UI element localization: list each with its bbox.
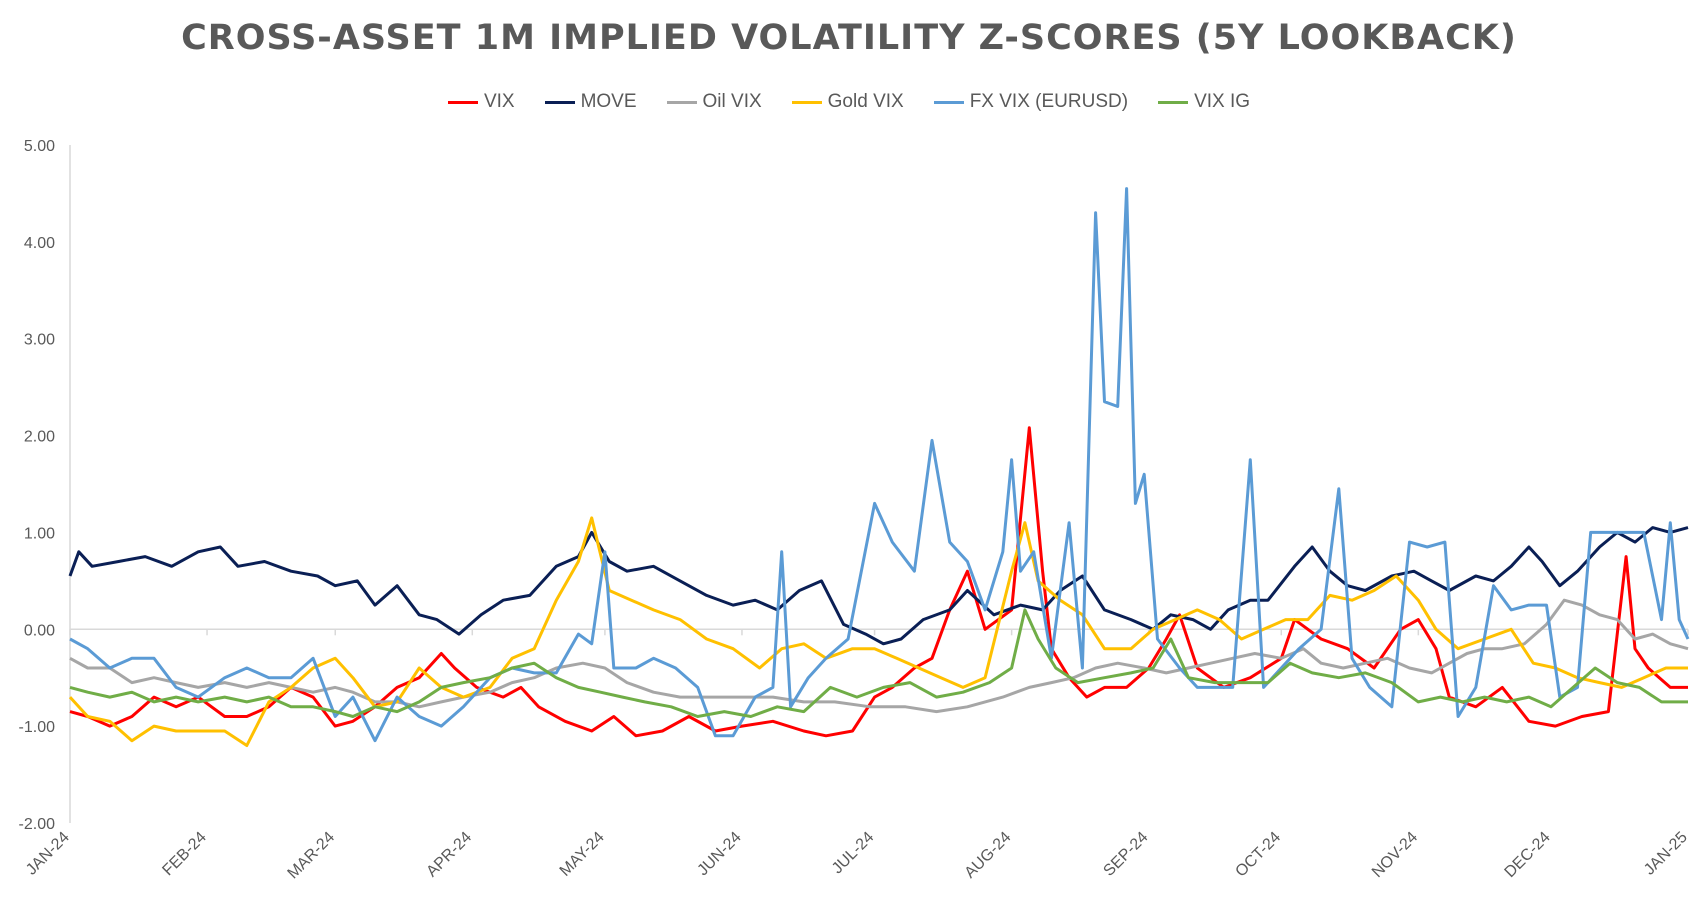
y-tick-label: 2.00 — [24, 429, 55, 446]
series-line-move — [68, 526, 1689, 646]
legend-label: VIX — [483, 91, 515, 112]
legend-swatch — [791, 100, 822, 104]
legend-item: Gold VIX — [791, 91, 904, 113]
legend-label: VIX IG — [1194, 91, 1251, 112]
y-tick-label: -1.00 — [19, 719, 56, 736]
legend-swatch — [933, 100, 964, 104]
x-tick-label: OCT-24 — [1232, 829, 1284, 881]
x-tick-label: APR-24 — [423, 829, 475, 881]
x-tick-label: AUG-24 — [962, 829, 1015, 882]
y-tick-label: 3.00 — [24, 332, 55, 349]
legend-swatch — [1158, 100, 1189, 104]
legend-label: MOVE — [580, 91, 637, 112]
x-tick-label: JUN-24 — [694, 829, 744, 879]
x-tick-label: JAN-24 — [23, 829, 73, 879]
series-line-gold-vix — [68, 516, 1688, 747]
series-line-vix-ig — [69, 608, 1688, 718]
series-line-vix — [69, 426, 1688, 738]
legend-item: FX VIX (EURUSD) — [933, 91, 1129, 113]
legend-item: VIX — [447, 91, 515, 113]
x-tick-label: JUL-24 — [829, 829, 878, 878]
x-tick-label: DEC-24 — [1502, 829, 1554, 881]
legend-item: VIX IG — [1158, 91, 1250, 113]
y-tick-label: 4.00 — [24, 235, 55, 252]
legend-label: Oil VIX — [702, 91, 762, 112]
y-tick-label: -2.00 — [19, 816, 56, 833]
x-tick-label: MAR-24 — [285, 829, 339, 883]
x-tick-label: FEB-24 — [159, 829, 209, 879]
legend-swatch — [544, 100, 575, 104]
series-layer — [68, 187, 1690, 747]
series-line-fx-vix-eurusd — [69, 187, 1690, 743]
y-tick-label: 0.00 — [24, 622, 55, 639]
legend-swatch — [447, 100, 478, 104]
legend: VIX MOVE Oil VIX Gold VIX FX VIX (EURUSD) VIX… — [0, 91, 1698, 113]
y-tick-label: 1.00 — [24, 525, 55, 542]
series-line-oil-vix — [69, 598, 1689, 714]
x-tick-label: SEP-24 — [1100, 829, 1151, 880]
chart-title: CROSS-ASSET 1M IMPLIED VOLATILITY Z-SCOR… — [181, 18, 1517, 58]
legend-item: Oil VIX — [666, 91, 762, 113]
legend-item: MOVE — [544, 91, 637, 113]
legend-label: FX VIX (EURUSD) — [969, 91, 1129, 112]
y-tick-label: 5.00 — [24, 138, 55, 155]
x-tick-label: NOV-24 — [1369, 829, 1421, 881]
x-tick-label: JAN-25 — [1641, 829, 1691, 879]
legend-swatch — [666, 100, 697, 104]
axes-layer: 5.00 4.00 3.00 2.00 1.00 0.00 -1.00 -2.00JAN-24… — [19, 138, 1691, 882]
legend-label: Gold VIX — [827, 91, 904, 112]
x-tick-label: MAY-24 — [557, 829, 608, 880]
